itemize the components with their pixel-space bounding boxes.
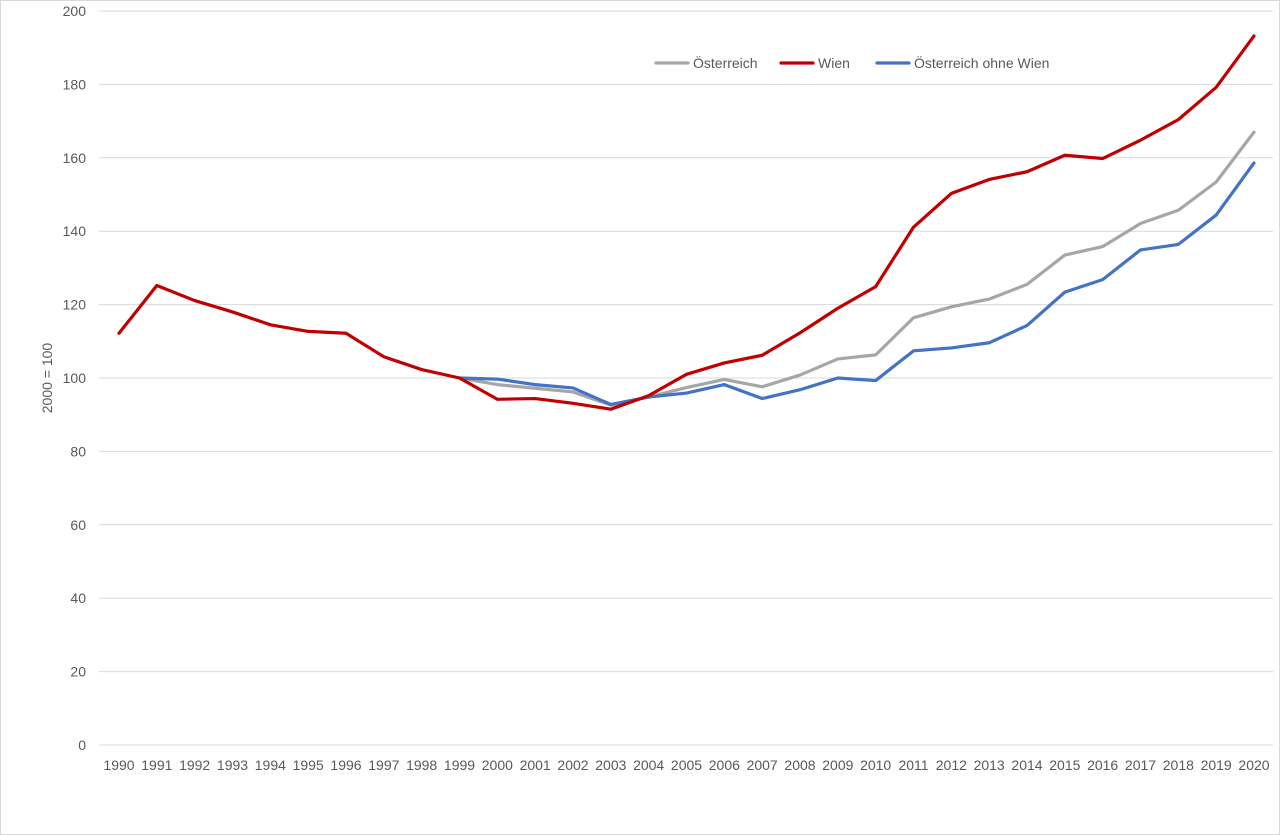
y-tick-label: 100 [63,370,87,386]
legend-label: Österreich ohne Wien [914,54,1049,71]
y-tick-label: 60 [70,517,86,533]
legend-item-1: Wien [779,55,850,71]
y-tick-label: 140 [63,223,87,239]
x-tick-label: 1998 [406,757,437,773]
x-tick-label: 2014 [1011,757,1042,773]
y-tick-label: 180 [63,76,87,92]
series-line-2 [457,161,1256,407]
x-tick-label: 1995 [293,757,324,773]
x-tick-label: 2001 [520,757,551,773]
x-tick-label: 2003 [595,757,626,773]
x-tick-label: 1994 [255,757,286,773]
x-tick-label: 2012 [936,757,967,773]
x-tick-label: 2011 [898,757,928,773]
x-tick-label: 2006 [709,757,740,773]
series-line-0 [457,130,1256,407]
y-tick-label: 40 [70,590,86,606]
x-tick-label: 1992 [179,757,210,773]
x-tick-label: 2018 [1163,757,1194,773]
x-tick-label: 2015 [1049,757,1080,773]
x-tick-label: 1991 [141,757,172,773]
x-tick-label: 2013 [974,757,1005,773]
x-tick-label: 2000 [482,757,513,773]
x-tick-label: 2019 [1201,757,1232,773]
y-tick-label: 80 [70,443,86,459]
legend-item-2: Österreich ohne Wien [875,54,1049,71]
y-axis-tick-labels: 0 20 40 60 80 100 120 140 160 180 200 [63,3,87,753]
y-tick-label: 160 [63,150,87,166]
y-axis-title: 2000 = 100 [39,343,55,414]
y-tick-label: 120 [63,297,87,313]
series-line-1 [117,34,1256,411]
x-tick-label: 1990 [103,757,134,773]
x-tick-label: 2020 [1238,757,1269,773]
legend-label: Wien [818,55,850,71]
series-lines [117,34,1256,411]
x-tick-label: 1996 [330,757,361,773]
legend: Österreich Wien Österreich ohne Wien [654,54,1049,71]
y-tick-label: 200 [63,3,87,19]
y-tick-label: 20 [70,664,86,680]
x-tick-label: 1999 [444,757,475,773]
x-tick-label: 2009 [822,757,853,773]
x-axis-tick-labels: 1990 1991 1992 1993 1994 1995 1996 1997 1998 1999… [103,757,1269,773]
legend-item-0: Österreich [654,54,758,71]
legend-label: Österreich [693,54,758,71]
x-tick-label: 2007 [747,757,778,773]
x-tick-label: 2017 [1125,757,1156,773]
x-tick-label: 2016 [1087,757,1118,773]
y-tick-label: 0 [78,737,86,753]
x-tick-label: 2005 [671,757,702,773]
x-tick-label: 1993 [217,757,248,773]
x-tick-label: 1997 [368,757,399,773]
x-tick-label: 2002 [557,757,588,773]
x-tick-label: 2010 [860,757,891,773]
x-tick-label: 2004 [633,757,664,773]
x-tick-label: 2008 [784,757,815,773]
gridlines [99,10,1273,746]
